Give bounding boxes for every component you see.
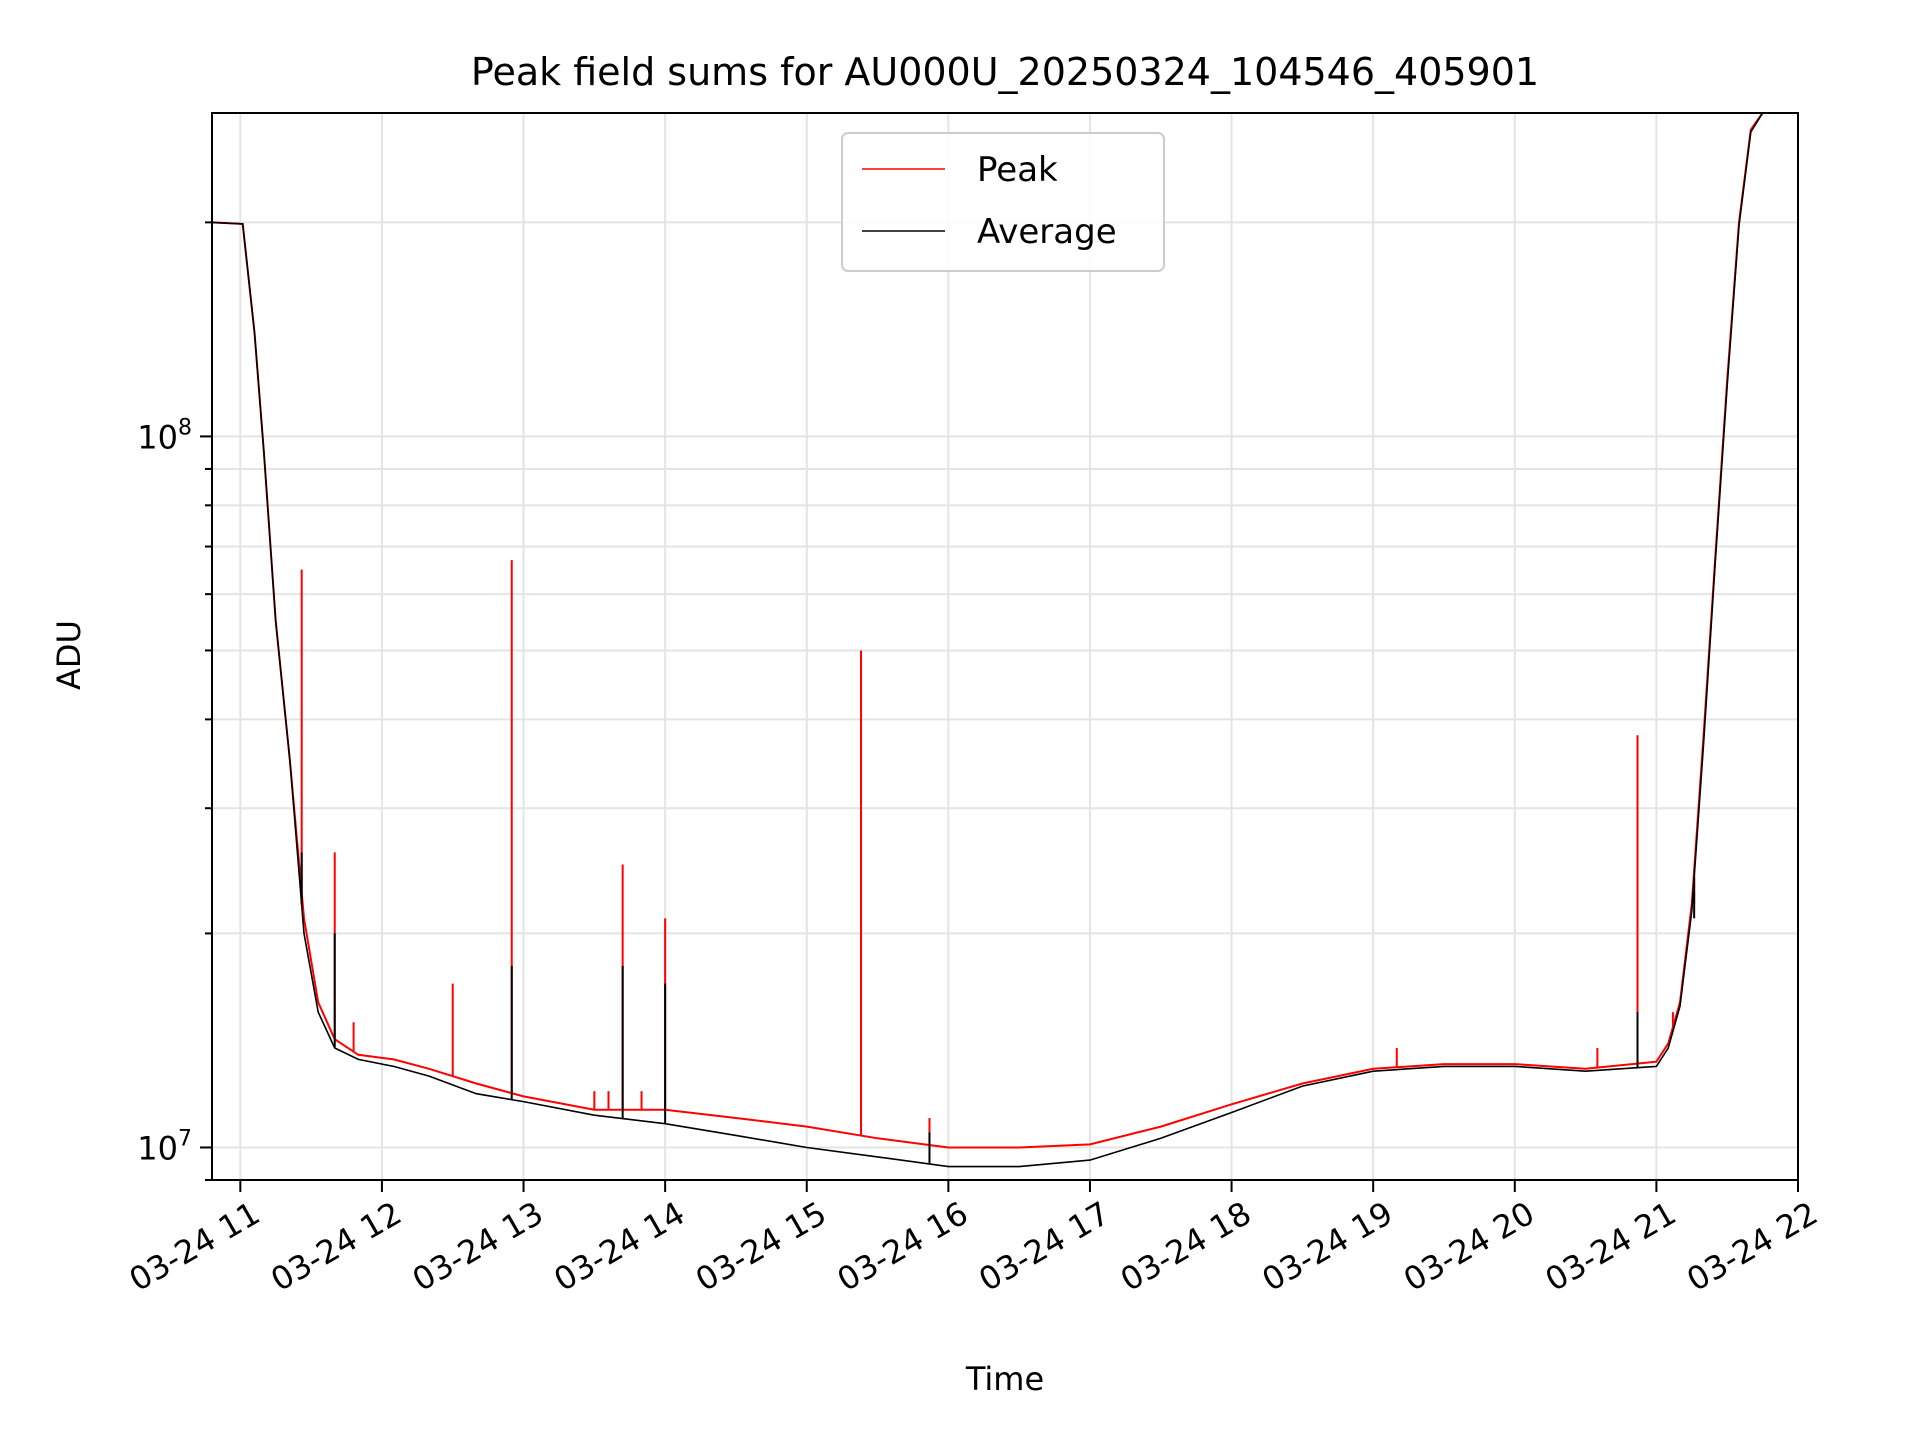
x-tick-label: 03-24 15 bbox=[689, 1194, 833, 1299]
x-tick-label: 03-24 12 bbox=[264, 1194, 408, 1299]
legend-box bbox=[841, 132, 1165, 272]
x-tick-label: 03-24 19 bbox=[1256, 1194, 1400, 1299]
plot-frame bbox=[211, 112, 1799, 1181]
legend-label-average: Average bbox=[977, 212, 1117, 252]
x-tick-label: 03-24 16 bbox=[831, 1194, 975, 1299]
y-tick-label: 107 bbox=[137, 1126, 192, 1167]
grid bbox=[212, 113, 1798, 1181]
x-tick-label: 03-24 14 bbox=[548, 1194, 692, 1299]
x-axis-label: Time bbox=[965, 1360, 1044, 1398]
x-tick-label: 03-24 22 bbox=[1680, 1194, 1824, 1299]
series-layer bbox=[211, 112, 1764, 1168]
series-line-average bbox=[211, 112, 1764, 1168]
x-tick-label: 03-24 17 bbox=[972, 1194, 1116, 1299]
legend: Peak Average bbox=[841, 132, 1165, 272]
x-tick-label: 03-24 11 bbox=[123, 1194, 267, 1299]
chart-title: Peak field sums for AU000U_20250324_1045… bbox=[471, 50, 1539, 94]
x-tick-label: 03-24 18 bbox=[1114, 1194, 1258, 1299]
y-axis-label: ADU bbox=[50, 620, 88, 690]
x-tick-label: 03-24 13 bbox=[406, 1194, 550, 1299]
x-tick-label: 03-24 20 bbox=[1397, 1194, 1541, 1299]
y-tick-label: 108 bbox=[137, 415, 192, 456]
x-tick-label: 03-24 21 bbox=[1539, 1194, 1683, 1299]
legend-label-peak: Peak bbox=[977, 150, 1058, 190]
